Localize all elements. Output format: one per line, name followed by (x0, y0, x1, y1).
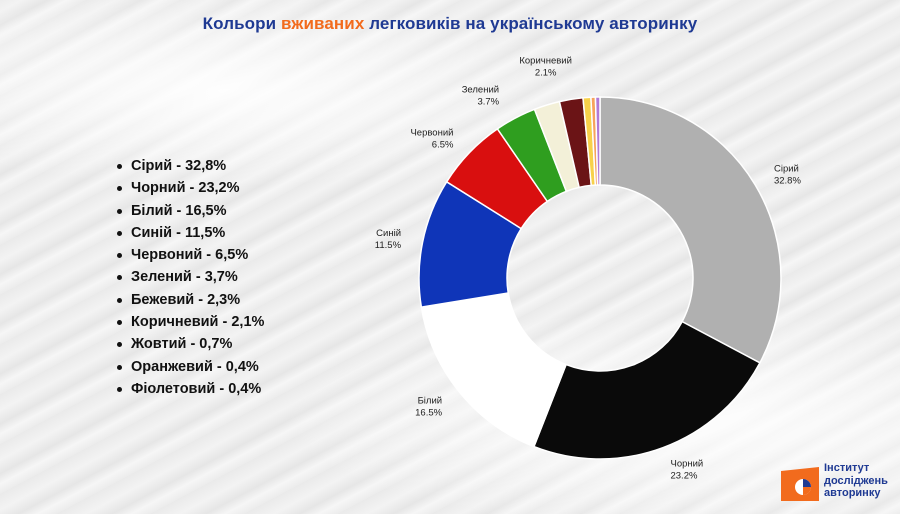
color-list: Сірий - 32,8% Чорний - 23,2% Білий - 16,… (116, 155, 264, 400)
institute-logo: Інститут досліджень авторинку (779, 462, 897, 506)
data-label-name: Коричневий (519, 56, 572, 67)
color-list-item: Сірий - 32,8% (116, 155, 264, 177)
donut-slice-2 (532, 320, 761, 460)
color-list-item: Бежевий - 2,3% (116, 289, 264, 311)
title-accent: вживаних (281, 14, 365, 33)
logo-line: Інститут (824, 462, 870, 474)
color-list-item: Фіолетовий - 0,4% (116, 378, 264, 400)
data-label-value: 6.5% (432, 140, 454, 151)
data-label-value: 32.8% (774, 175, 801, 186)
data-label-name: Синій (376, 228, 401, 239)
color-list-item: Жовтий - 0,7% (116, 333, 264, 355)
data-label-name: Сірий (774, 163, 799, 174)
logo-icon (781, 467, 819, 501)
data-label-name: Білий (418, 396, 443, 407)
title-part-2: легковиків на українському авторинку (364, 14, 698, 33)
data-label-value: 23.2% (670, 470, 697, 481)
chart-title: Кольори вживаних легковиків на українськ… (0, 14, 900, 34)
data-label-name: Чорний (670, 458, 703, 469)
title-part-1: Кольори (202, 14, 282, 33)
data-label-name: Червоний (410, 128, 453, 139)
logo-text: Інститут досліджень авторинку (824, 462, 888, 500)
color-list-item: Червоний - 6,5% (116, 244, 264, 266)
color-list-item: Оранжевий - 0,4% (116, 356, 264, 378)
logo-line: авторинку (824, 487, 881, 499)
data-label-value: 11.5% (375, 240, 402, 251)
color-list-item: Синій - 11,5% (116, 222, 264, 244)
data-label-value: 3.7% (477, 97, 499, 108)
data-label-name: Зелений (462, 85, 499, 96)
donut-slice-3 (420, 292, 568, 448)
color-list-item: Білий - 16,5% (116, 200, 264, 222)
logo-line: досліджень (824, 474, 888, 487)
donut-slice-1 (599, 96, 782, 364)
data-label-value: 2.1% (535, 68, 557, 79)
color-list-item: Зелений - 3,7% (116, 266, 264, 288)
color-list-item: Коричневий - 2,1% (116, 311, 264, 333)
donut-slice-11 (594, 96, 601, 186)
color-list-item: Чорний - 23,2% (116, 177, 264, 199)
data-label-value: 16.5% (415, 408, 442, 419)
